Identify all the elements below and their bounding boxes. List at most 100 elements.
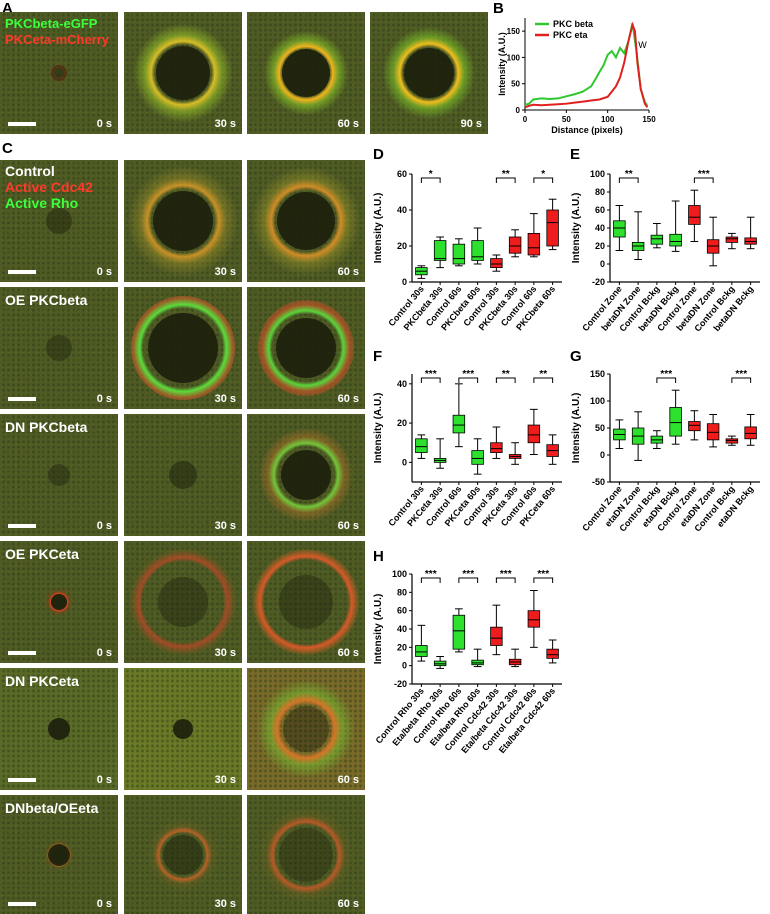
- time-stamp: 60 s: [337, 774, 359, 786]
- y-axis-label: Intensity (A.U.): [571, 393, 582, 464]
- significance-label: ***: [735, 369, 747, 380]
- wound-center: [283, 706, 329, 752]
- x-tick-label: 150: [642, 115, 656, 124]
- box: [546, 209, 559, 247]
- significance-bracket: [656, 377, 677, 383]
- box: [490, 626, 503, 646]
- box: [688, 421, 701, 432]
- micrograph-c-5-2: 60 s: [247, 795, 365, 914]
- y-tick-label: 100: [590, 169, 605, 179]
- box: [613, 220, 626, 238]
- significance-label: ***: [462, 569, 474, 580]
- significance-bracket: [693, 177, 714, 183]
- significance-bracket: [495, 377, 516, 383]
- y-tick-label: 80: [397, 587, 407, 597]
- wound-center: [282, 49, 330, 97]
- significance-label: ***: [698, 169, 710, 180]
- significance-bracket: [533, 577, 554, 583]
- micrograph-c-4-0: 0 s DN PKCeta: [0, 668, 118, 790]
- significance-label: **: [625, 169, 633, 180]
- wound-center: [48, 718, 70, 740]
- panel-b-line-chart: 0 50 100 150 0 50 100 150 Distance (pixels) Inten…: [497, 18, 656, 135]
- panel-label-f: F: [373, 348, 383, 365]
- time-stamp: 0 s: [96, 118, 112, 130]
- y-tick-label: 60: [397, 169, 407, 179]
- significance-label: ***: [425, 569, 437, 580]
- y-tick-label: 50: [511, 80, 520, 89]
- time-stamp: 60 s: [337, 266, 359, 278]
- y-tick-label: 150: [590, 369, 605, 379]
- micrograph-c-1-1: 30 s: [124, 287, 242, 409]
- wound-center: [48, 464, 70, 486]
- significance-bracket: [420, 377, 441, 383]
- significance-bracket: [458, 377, 479, 383]
- y-tick-label: 40: [397, 205, 407, 215]
- box: [546, 648, 559, 659]
- y-tick-label: 100: [590, 396, 605, 406]
- significance-label: ***: [425, 369, 437, 380]
- y-tick-label: 60: [595, 205, 605, 215]
- y-tick-label: 100: [392, 569, 407, 579]
- y-axis-label: Intensity (A.U.): [571, 193, 582, 264]
- wound-center: [48, 843, 70, 866]
- micrograph-c-1-2: 60 s: [247, 287, 365, 409]
- time-stamp: 0 s: [96, 774, 112, 786]
- micrograph-a-2: 60 s: [247, 12, 365, 134]
- significance-label: **: [502, 169, 510, 180]
- overlay-label: Control: [5, 163, 55, 179]
- y-tick-label: 150: [507, 27, 521, 36]
- micrograph-a-1: 30 s: [124, 12, 242, 134]
- wound-ring: [253, 549, 359, 655]
- micrograph-c-2-1: 30 s: [124, 414, 242, 536]
- time-stamp: 60 s: [337, 393, 359, 405]
- wound-center: [276, 318, 336, 378]
- y-tick-label: 20: [397, 241, 407, 251]
- time-stamp: 30 s: [214, 266, 236, 278]
- box: [490, 442, 503, 453]
- scale-bar: [8, 524, 36, 528]
- box: [744, 426, 757, 440]
- micrograph-c-1-0: 0 s OE PKCbeta: [0, 287, 118, 409]
- significance-bracket: [458, 577, 479, 583]
- significance-label: ***: [462, 369, 474, 380]
- significance-bracket: [495, 577, 516, 583]
- wound-ring: [248, 671, 364, 787]
- row-label: OE PKCeta: [5, 546, 79, 562]
- micrograph-c-4-1: 30 s: [124, 668, 242, 790]
- scale-bar: [8, 270, 36, 274]
- y-tick-label: 0: [402, 457, 407, 467]
- panel-label-c: C: [2, 140, 13, 157]
- y-tick-label: 100: [507, 53, 521, 62]
- y-axis-label: Intensity (A.U.): [373, 193, 384, 264]
- y-tick-label: 80: [595, 187, 605, 197]
- time-stamp: 30 s: [214, 898, 236, 910]
- wound-center: [148, 313, 218, 383]
- micrograph-a-3: 90 s: [370, 12, 488, 134]
- significance-bracket: [533, 177, 554, 183]
- y-tick-label: 20: [595, 241, 605, 251]
- box: [706, 423, 720, 441]
- significance-bracket: [731, 377, 752, 383]
- box: [688, 205, 701, 225]
- time-stamp: 60 s: [337, 647, 359, 659]
- significance-bracket: [533, 377, 554, 383]
- overlay-label: PKCbeta-eGFP: [5, 16, 98, 31]
- y-tick-label: 40: [397, 379, 407, 389]
- wound-center: [46, 335, 72, 361]
- micrograph-c-4-2: 60 s: [247, 668, 365, 790]
- wound-center: [156, 46, 210, 100]
- scale-bar: [8, 902, 36, 906]
- panel-label-e: E: [570, 146, 581, 163]
- micrograph-c-2-0: 0 s DN PKCbeta: [0, 414, 118, 536]
- wound-center: [279, 827, 333, 882]
- box: [508, 236, 522, 254]
- time-stamp: 0 s: [96, 520, 112, 532]
- scale-bar: [8, 397, 36, 401]
- scale-bar: [8, 651, 36, 655]
- overlay-label: PKCeta-mCherry: [5, 32, 110, 47]
- y-tick-label: -20: [394, 679, 407, 689]
- panel-label-b: B: [493, 0, 504, 17]
- significance-bracket: [420, 577, 441, 583]
- significance-label: ***: [500, 569, 512, 580]
